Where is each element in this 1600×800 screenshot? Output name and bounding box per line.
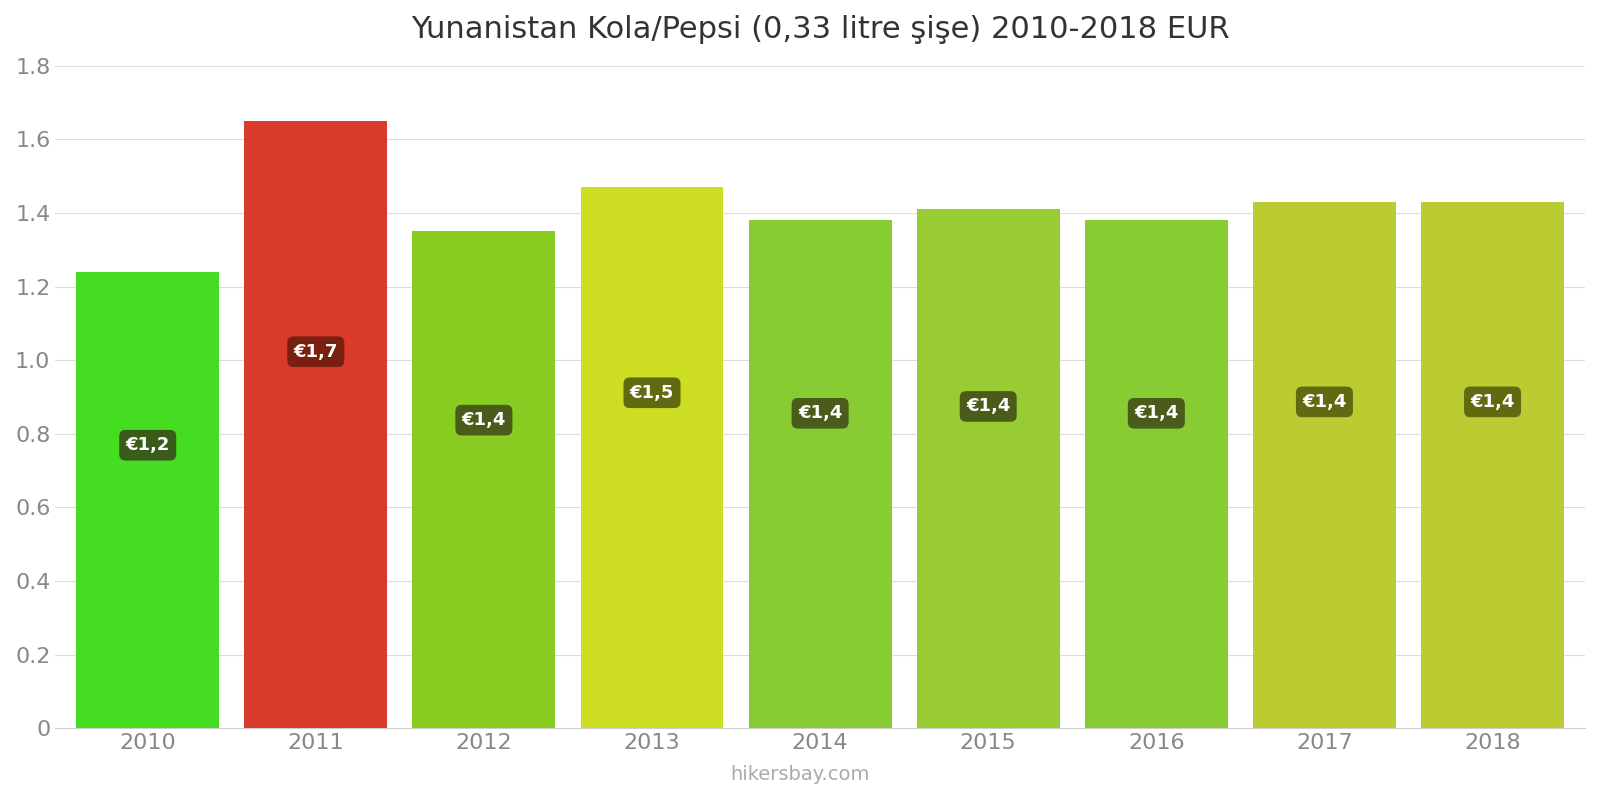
Text: €1,4: €1,4 — [798, 404, 842, 422]
Text: €1,4: €1,4 — [1302, 393, 1347, 411]
Text: hikersbay.com: hikersbay.com — [730, 765, 870, 784]
Bar — [581, 187, 723, 728]
Bar — [1085, 220, 1227, 728]
Bar — [77, 272, 219, 728]
Text: €1,4: €1,4 — [462, 411, 506, 429]
Bar — [1421, 202, 1563, 728]
Text: €1,5: €1,5 — [630, 384, 674, 402]
Text: €1,4: €1,4 — [966, 398, 1011, 415]
Text: €1,4: €1,4 — [1134, 404, 1179, 422]
Text: €1,4: €1,4 — [1470, 393, 1515, 411]
Bar — [1253, 202, 1395, 728]
Text: €1,7: €1,7 — [294, 342, 338, 361]
Bar — [917, 210, 1059, 728]
Title: Yunanistan Kola/Pepsi (0,33 litre şişe) 2010-2018 EUR: Yunanistan Kola/Pepsi (0,33 litre şişe) … — [411, 15, 1229, 44]
Bar — [413, 231, 555, 728]
Bar — [245, 121, 387, 728]
Text: €1,2: €1,2 — [125, 436, 170, 454]
Bar — [749, 220, 891, 728]
